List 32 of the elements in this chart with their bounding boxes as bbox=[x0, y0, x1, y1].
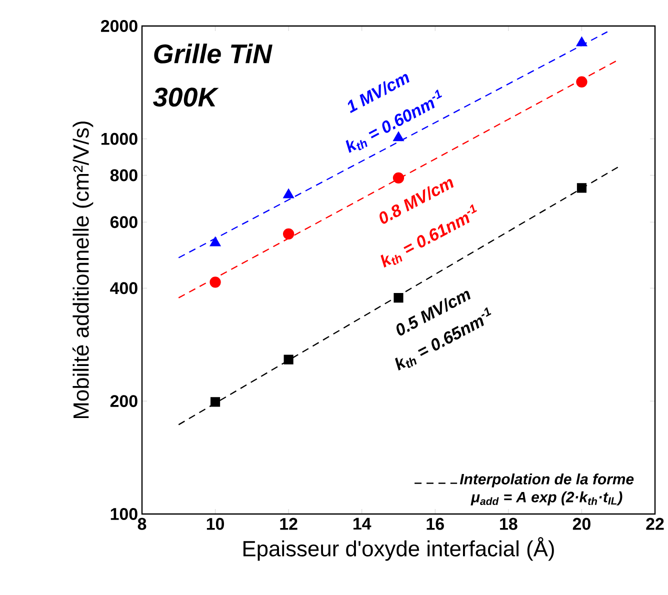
y-tick-label: 800 bbox=[110, 169, 138, 182]
y-tick-label: 600 bbox=[110, 216, 138, 228]
legend-label: Interpolation de la forme bbox=[460, 473, 634, 488]
y-tick-label: 400 bbox=[110, 282, 138, 294]
x-tick-label: 22 bbox=[646, 518, 664, 530]
point bbox=[284, 354, 294, 364]
x-axis-title: Epaisseur d'oxyde interfacial (Å) bbox=[243, 537, 554, 561]
y-tick-label: 2000 bbox=[100, 20, 138, 32]
point bbox=[282, 228, 294, 240]
x-tick-label: 10 bbox=[206, 518, 224, 530]
x-tick-label: 18 bbox=[500, 518, 518, 530]
point bbox=[210, 276, 221, 288]
point bbox=[576, 36, 588, 46]
x-tick-label: 8 bbox=[138, 518, 146, 530]
y-tick-label: 100 bbox=[110, 508, 138, 520]
y-tick-label: 1000 bbox=[101, 132, 138, 145]
point bbox=[392, 172, 404, 184]
x-tick-label: 20 bbox=[572, 518, 590, 530]
point bbox=[210, 397, 220, 407]
point bbox=[576, 183, 586, 193]
x-tick-label: 16 bbox=[426, 518, 444, 530]
point bbox=[283, 188, 294, 198]
text: Grille TiN bbox=[154, 44, 272, 64]
y-axis-title: Mobilité additionnelle (cm²/V/s) bbox=[72, 122, 94, 418]
point bbox=[394, 293, 404, 303]
y-tick-label: 200 bbox=[110, 395, 138, 408]
x-tick-label: 14 bbox=[354, 518, 372, 530]
annotation: μ$_{add}$ = A exp (2·k$_{th}$·t$_{IL}$) bbox=[470, 491, 622, 506]
point bbox=[576, 76, 588, 88]
point bbox=[210, 236, 221, 246]
x-tick-label: 12 bbox=[280, 518, 298, 530]
text: 300K bbox=[153, 88, 219, 107]
